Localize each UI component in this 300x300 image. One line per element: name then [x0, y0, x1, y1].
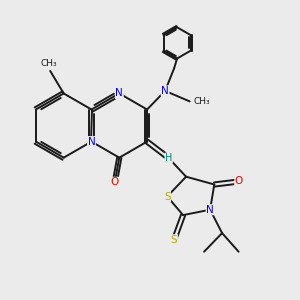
Text: N: N [116, 88, 123, 98]
Text: CH₃: CH₃ [193, 97, 210, 106]
Text: N: N [206, 205, 214, 215]
Text: H: H [165, 153, 172, 163]
Text: CH₃: CH₃ [40, 59, 57, 68]
Text: N: N [161, 86, 169, 96]
Text: N: N [88, 136, 95, 147]
Text: O: O [235, 176, 243, 187]
Text: S: S [171, 235, 177, 245]
Text: O: O [111, 177, 119, 187]
Text: S: S [164, 191, 170, 202]
